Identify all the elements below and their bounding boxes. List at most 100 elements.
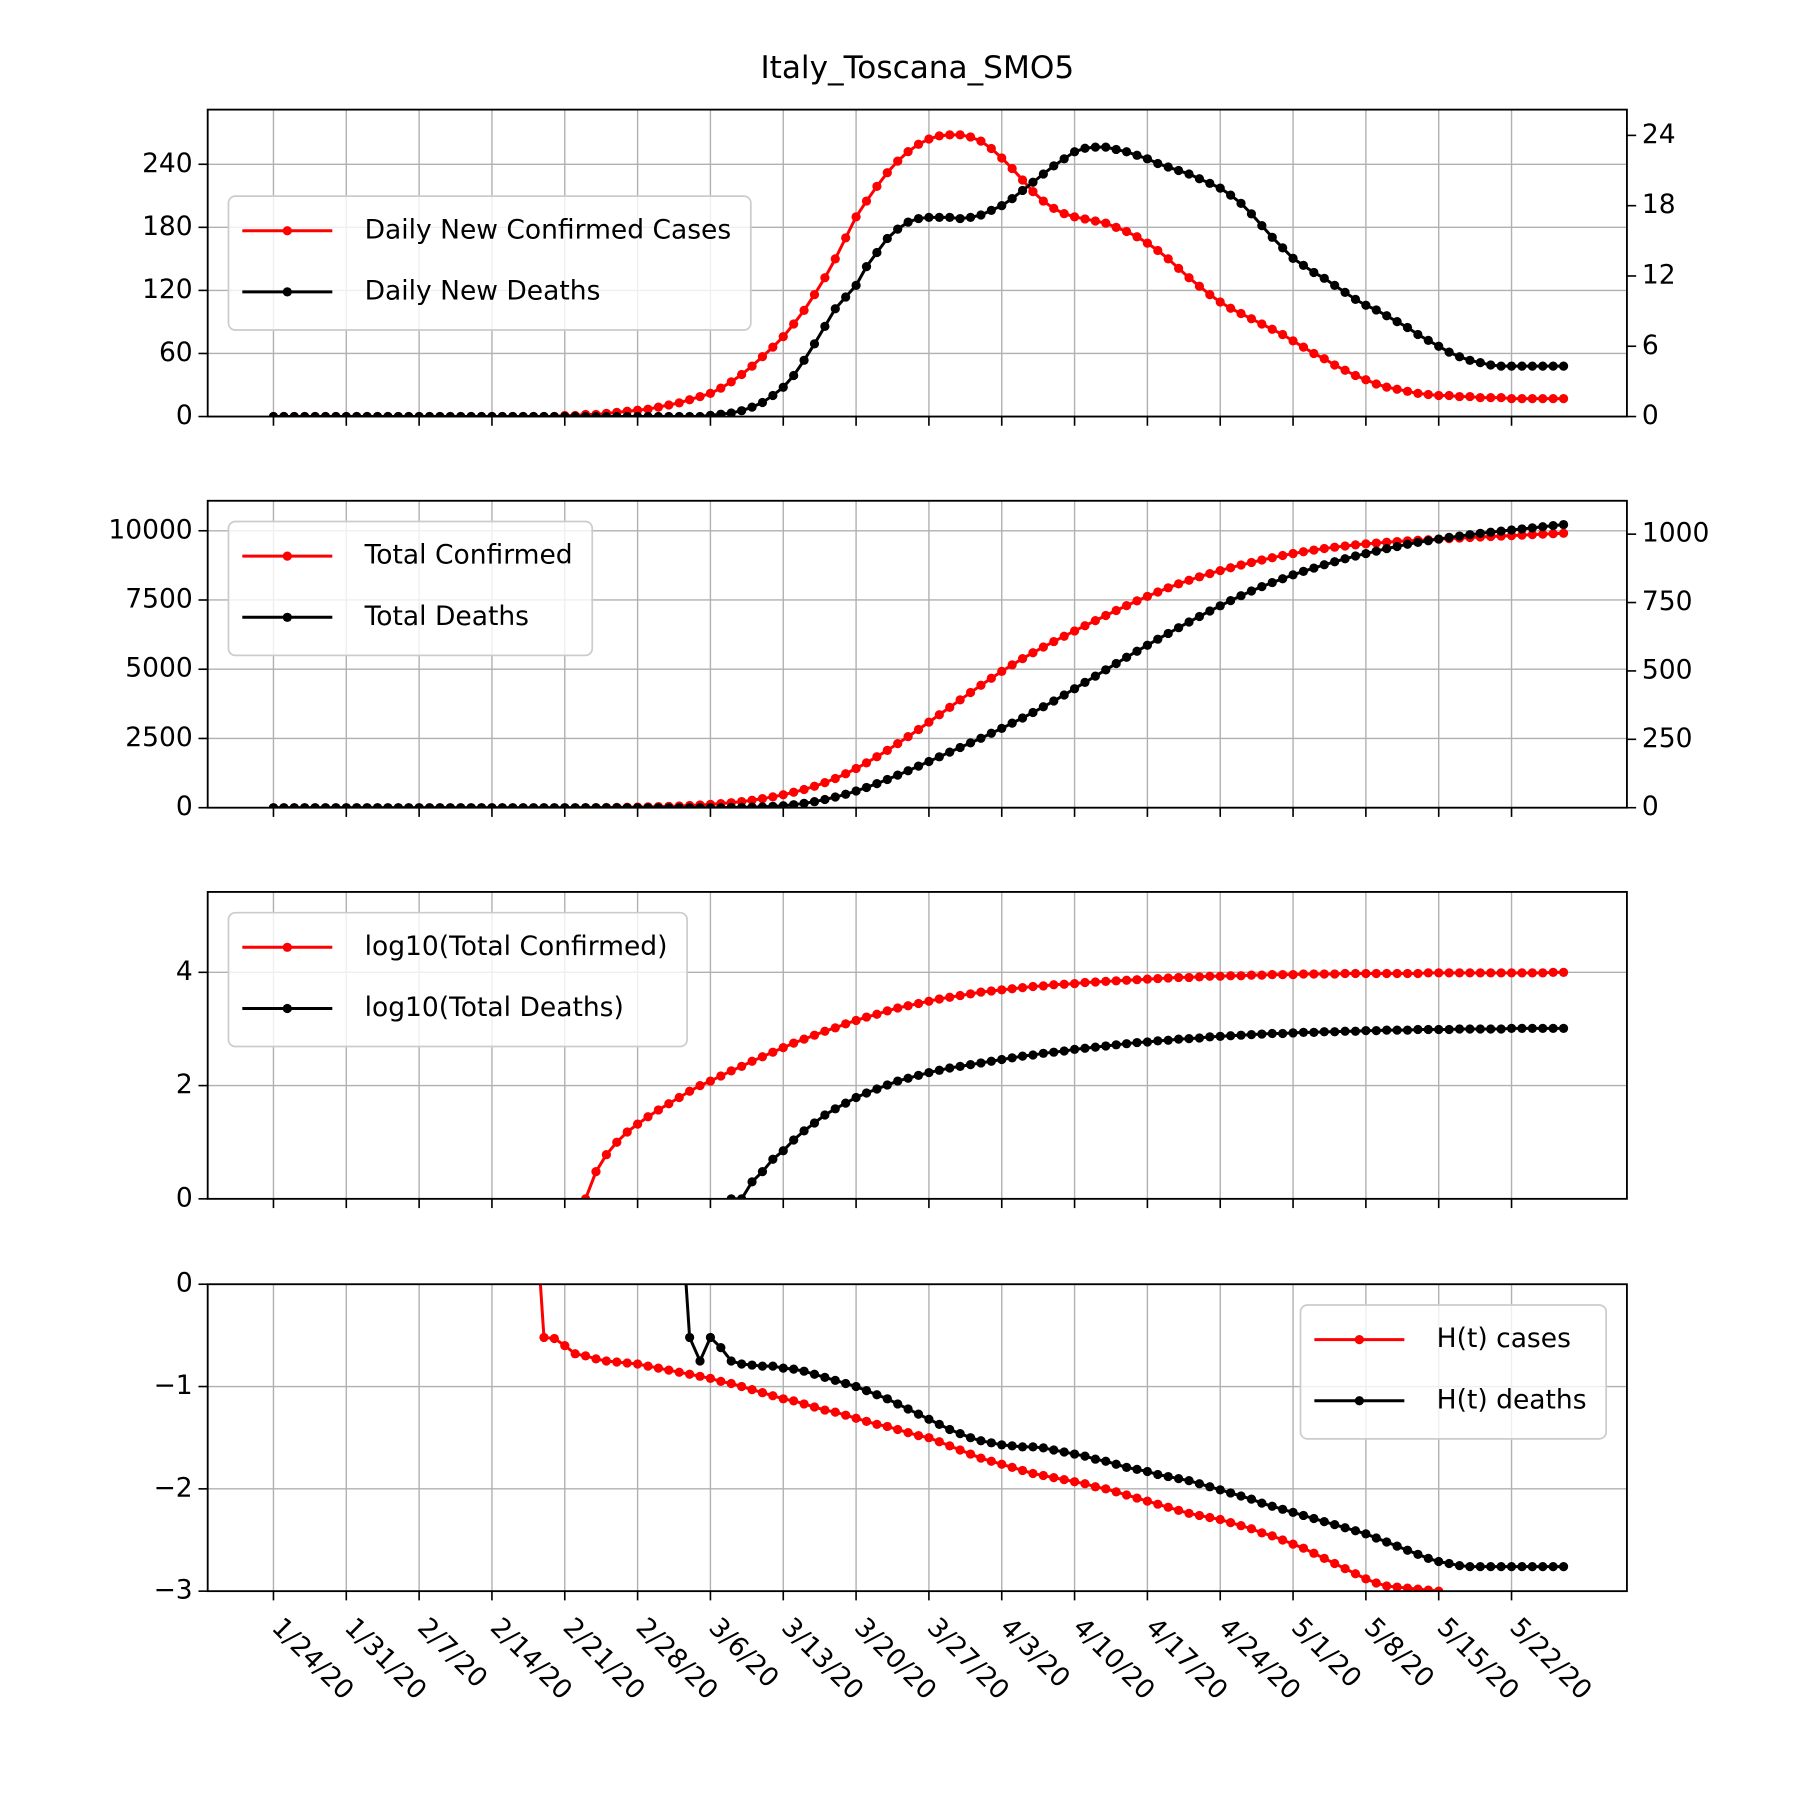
chart-title: Italy_Toscana_SMO5 [760, 50, 1074, 86]
data-point [747, 1177, 757, 1187]
data-point [1038, 1443, 1048, 1453]
data-point [726, 1066, 736, 1076]
data-point [1496, 1024, 1506, 1034]
data-point [1350, 370, 1361, 381]
data-point [445, 803, 455, 808]
data-point [1142, 591, 1153, 601]
data-point [1340, 1523, 1350, 1533]
data-point [1173, 165, 1184, 176]
data-point [1392, 384, 1402, 394]
data-point [1153, 1036, 1163, 1046]
data-point [1069, 979, 1080, 989]
data-point [1486, 968, 1496, 978]
data-point [1028, 648, 1038, 658]
data-point [268, 411, 279, 417]
data-point [1121, 147, 1132, 157]
data-point [1121, 652, 1132, 662]
data-point [1319, 560, 1329, 570]
legend-label: Daily New Confirmed Cases [365, 214, 732, 245]
data-point [737, 1061, 747, 1071]
data-point [1434, 1556, 1444, 1567]
data-point [1101, 142, 1111, 152]
data-point [882, 233, 892, 244]
data-point [1194, 611, 1205, 622]
data-point [695, 1356, 705, 1366]
data-point [809, 797, 820, 807]
data-point [1163, 583, 1173, 593]
data-point [893, 738, 903, 749]
data-point [300, 803, 310, 808]
axes-frame [206, 890, 1628, 1200]
data-point [841, 1378, 851, 1389]
data-point [487, 411, 497, 417]
data-point [913, 724, 924, 735]
data-point [1257, 319, 1267, 329]
data-point [1173, 623, 1184, 633]
data-point [476, 411, 487, 417]
data-point [799, 784, 809, 795]
data-point [1475, 528, 1485, 538]
data-point [1558, 528, 1569, 538]
data-point [1163, 254, 1173, 264]
data-point [664, 400, 674, 410]
data-point [1382, 1581, 1392, 1591]
data-point [809, 1118, 820, 1128]
data-point [1340, 365, 1350, 375]
data-point [664, 411, 674, 417]
data-point [1059, 1475, 1069, 1485]
data-point [1101, 665, 1111, 675]
data-point [809, 339, 820, 349]
data-point [955, 1428, 965, 1439]
y-tick-label: −1 [154, 1370, 193, 1401]
data-point [778, 1043, 788, 1053]
data-point [1454, 1560, 1465, 1571]
data-point [1194, 1033, 1205, 1043]
data-point [1465, 355, 1475, 365]
data-point [1319, 543, 1329, 554]
data-point [591, 803, 601, 808]
data-point [809, 1030, 820, 1040]
data-point [1434, 341, 1444, 351]
data-point [1215, 1031, 1225, 1041]
data-point [1236, 971, 1246, 981]
data-point [1382, 382, 1392, 392]
data-point [518, 803, 528, 808]
data-point [424, 803, 435, 808]
data-point [924, 1433, 934, 1443]
data-point [331, 803, 341, 808]
data-point [1527, 523, 1537, 533]
data-point [1538, 1023, 1548, 1034]
data-point [1173, 579, 1184, 589]
data-point [1371, 379, 1381, 389]
data-point [841, 769, 851, 779]
data-point [757, 794, 768, 804]
data-point [716, 803, 726, 808]
data-point [528, 803, 539, 808]
data-point [997, 201, 1007, 211]
data-point [737, 1381, 747, 1392]
data-point [841, 1019, 851, 1029]
y-tick-label: 0 [176, 1268, 193, 1299]
data-point [789, 370, 799, 381]
data-point [1496, 361, 1506, 371]
data-point [1475, 358, 1485, 368]
data-point [965, 738, 976, 748]
data-point [986, 205, 996, 215]
data-point [799, 305, 809, 315]
data-point [685, 395, 695, 405]
data-point [685, 1086, 695, 1096]
data-point [1153, 1499, 1163, 1509]
data-point [1298, 547, 1309, 557]
data-point [1101, 218, 1111, 228]
data-point [1350, 1026, 1361, 1036]
data-point [1246, 1030, 1257, 1040]
data-point [1298, 969, 1309, 979]
data-point [685, 1332, 695, 1343]
data-point [1558, 1561, 1569, 1572]
y-tick-label: 2 [176, 1069, 193, 1100]
data-point [1121, 601, 1132, 611]
data-point [1434, 390, 1444, 401]
data-point [1028, 1050, 1038, 1060]
data-point [726, 408, 736, 417]
data-point [1454, 968, 1465, 978]
